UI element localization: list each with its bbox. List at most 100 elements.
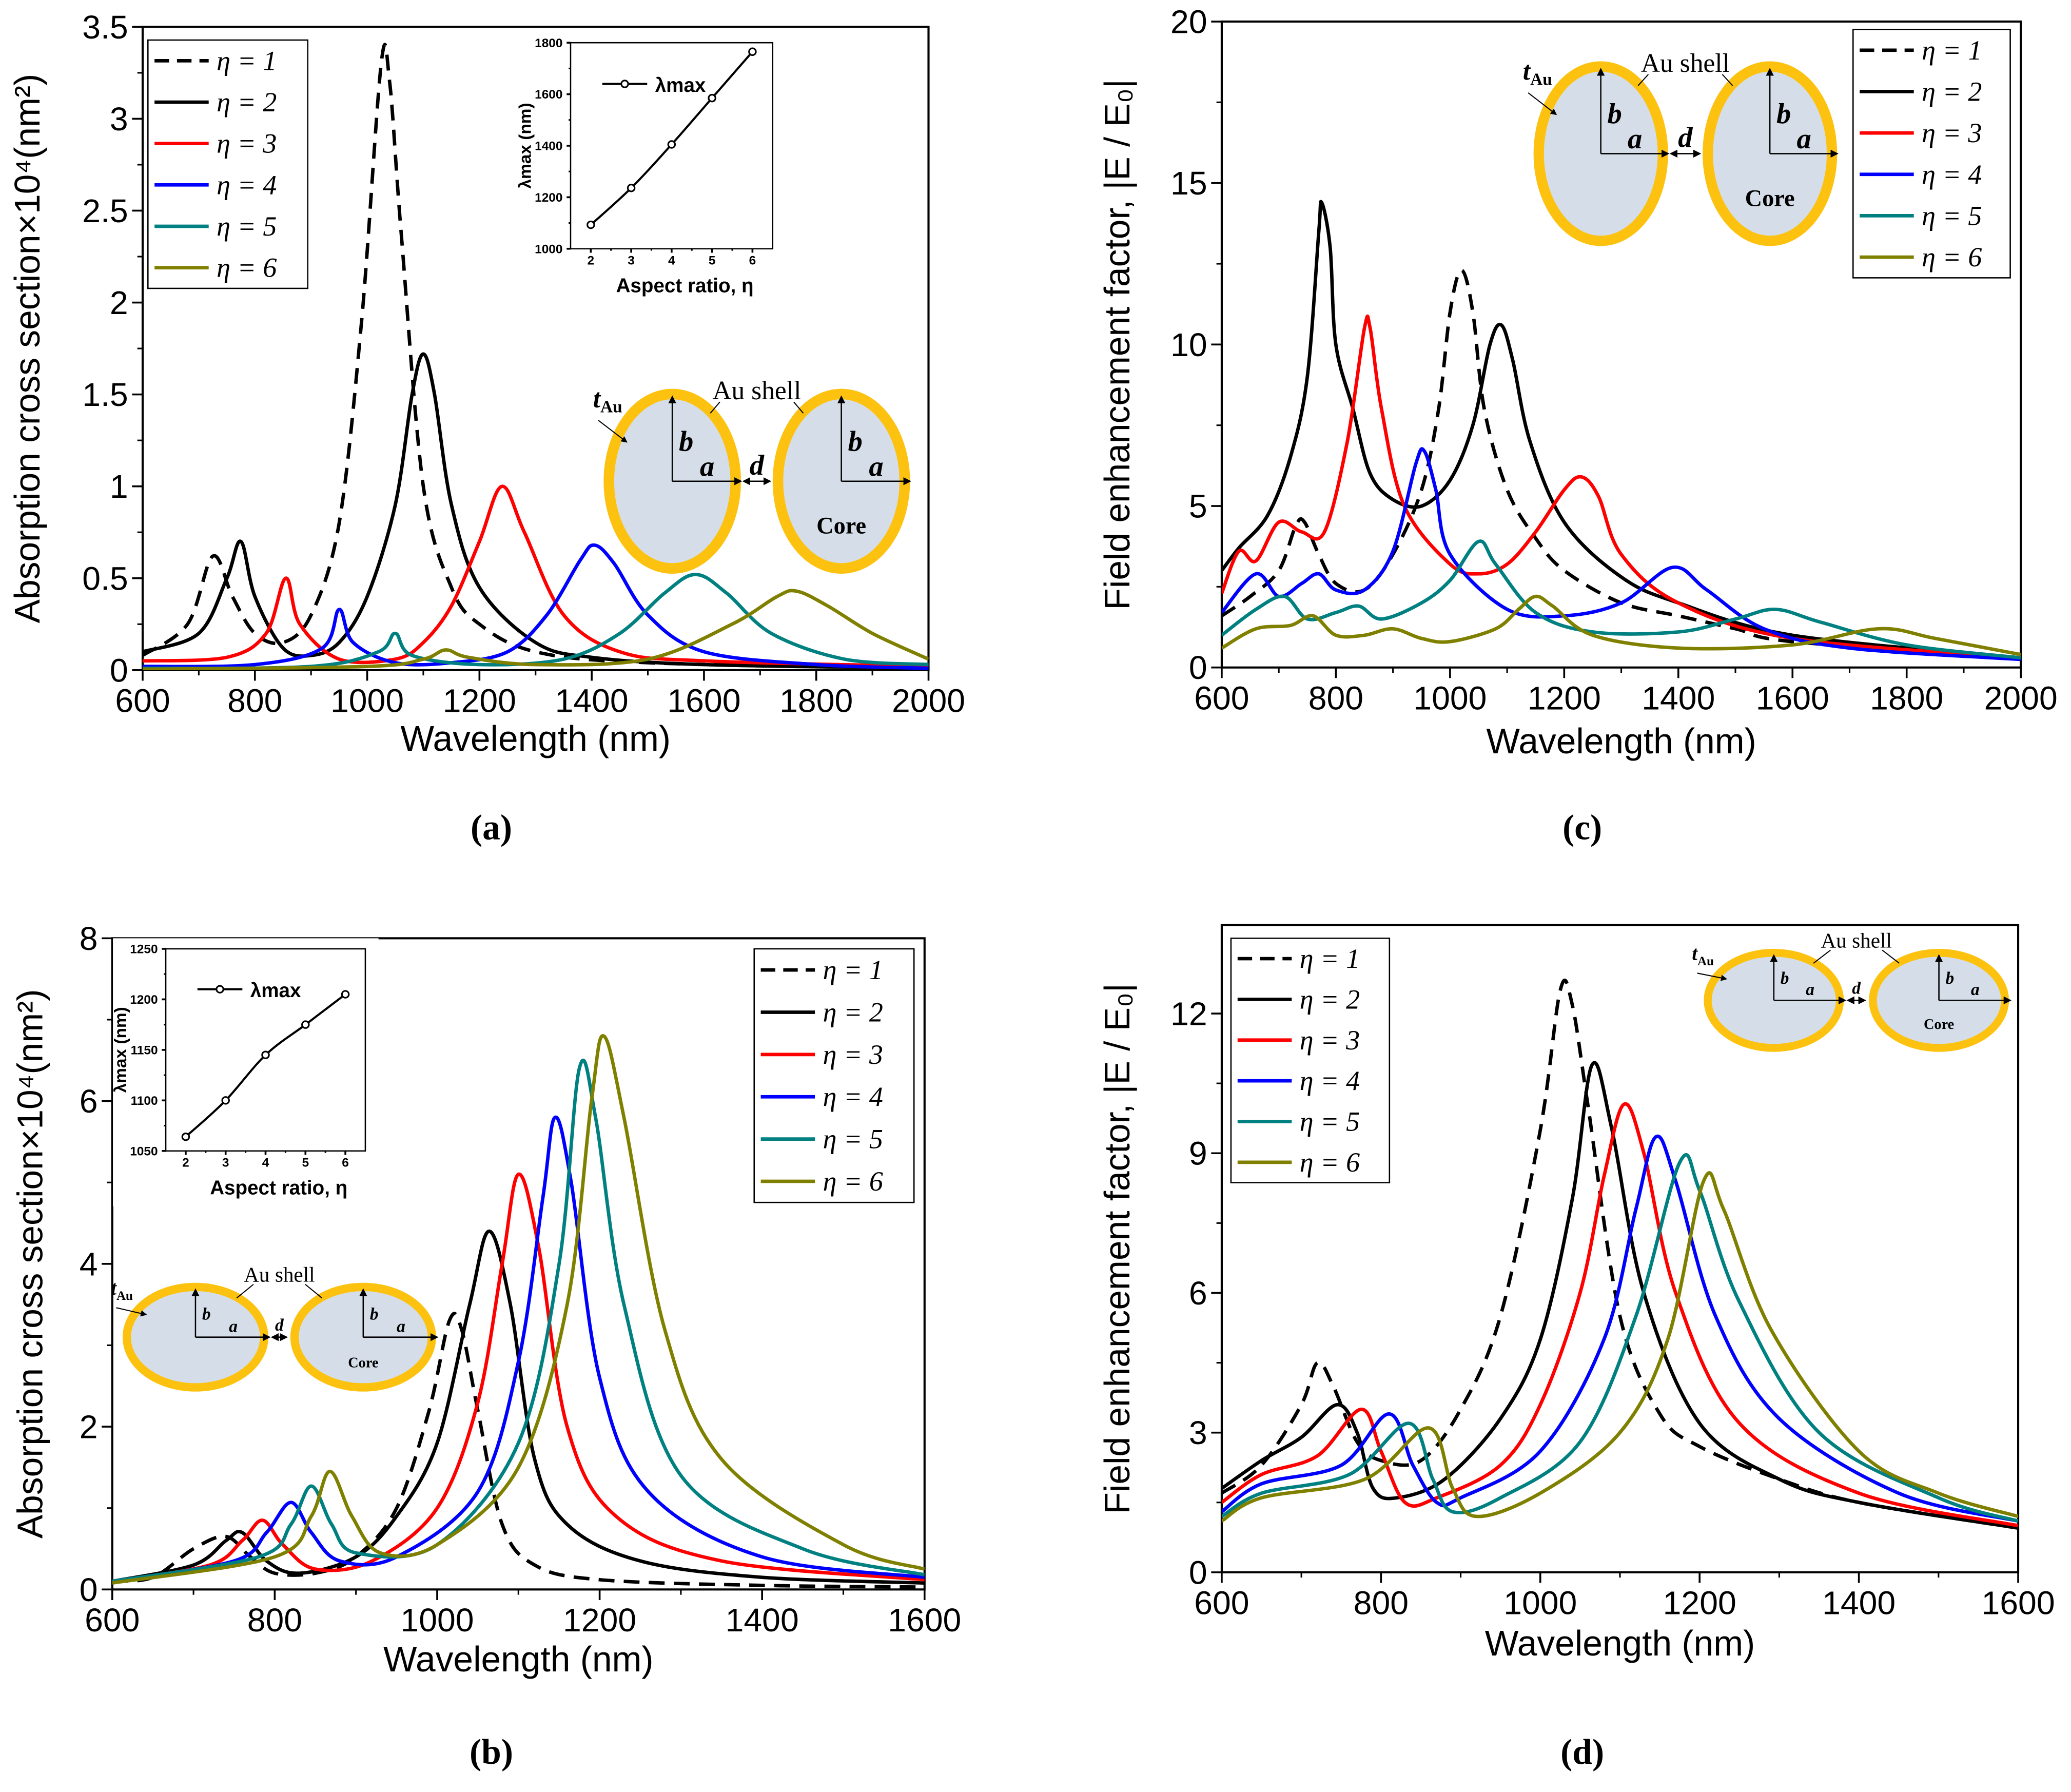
y-tick-label: 0	[80, 1571, 98, 1608]
y-tick-label: 2	[110, 284, 128, 321]
label-b: b	[1781, 969, 1789, 988]
shell-pointer-left	[236, 1283, 254, 1299]
legend-label-eta-6: η = 6	[217, 252, 277, 283]
inset-marker	[748, 47, 757, 56]
inset-legend-label: λmax	[655, 74, 706, 96]
y-tick-label: 3	[1189, 1414, 1207, 1451]
inset-lambda-max: 2 3 4 5 6 1050 1100 1150 1200 1250 Aspect ratio, η…	[111, 938, 379, 1206]
x-tick-label: 5	[302, 1156, 309, 1170]
panel-b: 600 800 1000 1200 1400 1600 0 2 4 6 8 Wavelength (n…	[10, 920, 961, 1772]
series-line-eta-1	[112, 1312, 925, 1589]
y-tick-label: 15	[1170, 165, 1207, 202]
label-b: b	[1945, 969, 1954, 988]
label-au-shell: Au shell	[712, 376, 801, 405]
inset-legend-marker	[216, 985, 224, 994]
inset-x-axis-label: Aspect ratio, η	[210, 1177, 347, 1199]
x-tick-label: 1000	[400, 1602, 474, 1639]
inset-marker	[261, 1050, 270, 1059]
y-axis-label: Field enhancement factor, |E / E₀|	[1097, 79, 1137, 610]
shell-pointer-right	[305, 1283, 323, 1299]
thickness-pointer	[1528, 92, 1557, 115]
legend-label-eta-1: η = 1	[823, 955, 883, 985]
label-au-shell: Au shell	[1641, 49, 1730, 78]
y-tick-label: 1800	[535, 36, 562, 50]
inset-marker	[587, 220, 595, 229]
inset-background	[518, 32, 786, 304]
inset-lambda-max: 2 3 4 5 6 1000 1200 1400 1600 1800 Aspect ratio, η…	[516, 32, 786, 304]
label-au-shell: Au shell	[244, 1263, 315, 1287]
inset-marker	[627, 184, 636, 192]
legend-label-eta-3: η = 3	[1922, 118, 1982, 148]
label-b: b	[1608, 98, 1622, 130]
label-d: d	[1678, 122, 1693, 154]
y-tick-label: 0	[1189, 649, 1207, 686]
y-tick-label: 4	[80, 1245, 98, 1282]
x-tick-label: 1400	[555, 683, 629, 719]
x-tick-label: 800	[1308, 679, 1363, 716]
y-tick-label: 0.5	[82, 560, 128, 597]
x-tick-label: 1600	[1981, 1585, 2055, 1622]
y-tick-label: 9	[1189, 1135, 1207, 1172]
label-a: a	[229, 1317, 238, 1336]
y-tick-label: 1100	[131, 1094, 158, 1108]
series-line-eta-6	[1221, 1171, 2019, 1523]
panel-c: 600 800 1000 1200 1400 1600 1800 2000 0 5 10 15 20 Wa…	[1097, 4, 2058, 848]
label-t-au: tAu	[1523, 56, 1552, 89]
y-tick-label: 1050	[130, 1144, 158, 1158]
y-tick-label: 3	[110, 101, 128, 138]
legend-label-eta-3: η = 3	[1300, 1025, 1360, 1056]
x-tick-label: 600	[1194, 1585, 1249, 1622]
label-a: a	[1806, 980, 1814, 999]
label-d: d	[750, 450, 765, 481]
y-tick-label: 0	[110, 652, 128, 689]
series-line-eta-4	[1221, 1134, 2019, 1523]
x-axis-label: Wavelength (nm)	[383, 1639, 653, 1679]
shell-pointer-left	[1637, 74, 1649, 86]
legend-label-eta-3: η = 3	[217, 128, 277, 159]
label-a: a	[869, 451, 883, 482]
y-tick-label: 6	[80, 1083, 98, 1120]
x-tick-label: 600	[1194, 679, 1249, 716]
y-tick-label: 1400	[535, 140, 562, 153]
x-tick-label: 4	[262, 1156, 269, 1170]
thickness-pointer	[116, 1307, 147, 1317]
x-axis-label: Wavelength (nm)	[1485, 1623, 1755, 1663]
x-tick-label: 1400	[1822, 1585, 1896, 1622]
series-line-eta-5	[1221, 1153, 2019, 1523]
y-tick-label: 0	[1189, 1554, 1207, 1591]
legend-label-eta-5: η = 5	[217, 211, 277, 242]
series-line-eta-5	[1221, 539, 2021, 660]
x-axis-label: Wavelength (nm)	[1486, 721, 1756, 761]
legend-label-eta-2: η = 2	[1922, 76, 1982, 107]
label-b: b	[1776, 98, 1791, 130]
y-axis-label: Absorption cross section×10⁴(nm²)	[7, 74, 47, 624]
series-line-eta-6	[1221, 594, 2021, 656]
panel-caption: (c)	[1562, 808, 1602, 847]
shell-pointer-right	[793, 401, 804, 414]
x-tick-label: 800	[1354, 1585, 1409, 1622]
legend-box	[1852, 29, 2011, 279]
label-d: d	[275, 1316, 284, 1335]
legend-label-eta-5: η = 5	[823, 1124, 883, 1155]
x-tick-label: 1000	[1503, 1585, 1577, 1622]
inset-legend-label: λmax	[250, 980, 301, 1002]
inset-marker	[221, 1096, 230, 1105]
x-tick-label: 2000	[892, 683, 965, 719]
y-tick-label: 1200	[130, 993, 158, 1007]
x-tick-label: 1000	[330, 683, 404, 719]
x-tick-label: 1000	[1413, 679, 1487, 716]
series-line-eta-6	[142, 589, 929, 670]
legend-label-eta-5: η = 5	[1922, 200, 1982, 231]
y-tick-label: 1.5	[82, 376, 128, 413]
thickness-pointer	[598, 420, 628, 443]
series-line-eta-2	[1221, 200, 2021, 660]
x-tick-label: 3	[628, 254, 635, 268]
inset-marker	[667, 140, 676, 149]
label-a: a	[1971, 980, 1980, 999]
x-tick-label: 6	[749, 254, 756, 268]
label-a: a	[397, 1317, 405, 1336]
legend-label-eta-4: η = 4	[217, 169, 277, 200]
series-line-eta-3	[112, 1172, 925, 1583]
